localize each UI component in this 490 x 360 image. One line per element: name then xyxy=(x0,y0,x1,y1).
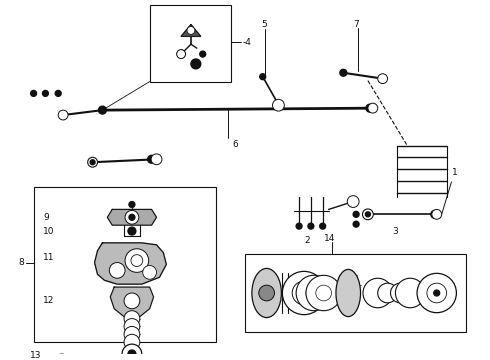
Circle shape xyxy=(316,285,332,301)
Bar xyxy=(149,5,231,82)
Circle shape xyxy=(380,76,386,82)
Circle shape xyxy=(378,74,388,84)
Ellipse shape xyxy=(252,269,281,318)
Bar xyxy=(245,254,466,332)
Text: 11: 11 xyxy=(44,253,55,262)
Circle shape xyxy=(319,223,326,229)
Circle shape xyxy=(125,249,148,273)
Circle shape xyxy=(340,69,347,76)
Circle shape xyxy=(296,275,332,311)
Ellipse shape xyxy=(336,269,361,316)
Circle shape xyxy=(349,198,357,206)
Circle shape xyxy=(128,227,136,235)
Circle shape xyxy=(427,283,446,303)
Circle shape xyxy=(43,90,49,96)
Polygon shape xyxy=(95,243,166,284)
Circle shape xyxy=(60,112,66,118)
Circle shape xyxy=(306,275,342,311)
Circle shape xyxy=(191,59,201,69)
Circle shape xyxy=(200,51,206,57)
Text: 14: 14 xyxy=(324,234,335,243)
Text: 10: 10 xyxy=(44,226,55,235)
Circle shape xyxy=(129,202,135,207)
Text: 5: 5 xyxy=(262,20,268,29)
Circle shape xyxy=(363,209,373,220)
Circle shape xyxy=(187,27,195,35)
Circle shape xyxy=(363,278,392,308)
Circle shape xyxy=(125,210,139,224)
Polygon shape xyxy=(107,210,156,225)
Circle shape xyxy=(124,293,140,309)
Circle shape xyxy=(177,50,186,59)
Text: -4: -4 xyxy=(243,38,252,47)
Circle shape xyxy=(147,156,155,163)
Circle shape xyxy=(260,74,266,80)
Text: 7: 7 xyxy=(353,20,359,29)
Circle shape xyxy=(259,285,274,301)
Polygon shape xyxy=(110,287,153,316)
Circle shape xyxy=(122,344,142,360)
Circle shape xyxy=(296,223,302,229)
Circle shape xyxy=(98,106,106,114)
Circle shape xyxy=(90,160,95,165)
Circle shape xyxy=(55,90,61,96)
Circle shape xyxy=(124,334,140,350)
Circle shape xyxy=(292,281,316,305)
Circle shape xyxy=(177,50,185,58)
Circle shape xyxy=(109,262,125,278)
Circle shape xyxy=(366,212,370,217)
Text: 8: 8 xyxy=(18,258,24,267)
Bar xyxy=(34,187,216,342)
Text: 3: 3 xyxy=(392,226,398,235)
Circle shape xyxy=(308,223,314,229)
Circle shape xyxy=(274,101,282,109)
Circle shape xyxy=(151,154,162,165)
Circle shape xyxy=(378,283,397,303)
Circle shape xyxy=(366,104,374,112)
Circle shape xyxy=(282,271,326,315)
Circle shape xyxy=(88,157,98,167)
Circle shape xyxy=(347,196,359,207)
Circle shape xyxy=(353,211,359,217)
Circle shape xyxy=(432,210,441,219)
Text: 13: 13 xyxy=(30,351,42,360)
Circle shape xyxy=(129,214,135,220)
Text: 6: 6 xyxy=(232,140,238,149)
Circle shape xyxy=(58,110,68,120)
Circle shape xyxy=(128,350,136,358)
Circle shape xyxy=(131,255,143,266)
Circle shape xyxy=(431,210,439,218)
Circle shape xyxy=(272,99,284,111)
Circle shape xyxy=(353,221,359,227)
Circle shape xyxy=(143,265,156,279)
Circle shape xyxy=(31,90,37,96)
Circle shape xyxy=(124,327,140,342)
Circle shape xyxy=(434,290,440,296)
Circle shape xyxy=(124,319,140,334)
Polygon shape xyxy=(181,24,201,36)
Text: 12: 12 xyxy=(44,296,55,305)
Circle shape xyxy=(395,278,425,308)
Circle shape xyxy=(306,285,322,301)
Circle shape xyxy=(417,273,456,313)
Circle shape xyxy=(124,311,140,327)
Text: 9: 9 xyxy=(44,213,49,222)
Text: 2: 2 xyxy=(304,237,310,246)
Circle shape xyxy=(391,283,410,303)
Circle shape xyxy=(368,103,378,113)
Text: 1: 1 xyxy=(451,167,457,176)
